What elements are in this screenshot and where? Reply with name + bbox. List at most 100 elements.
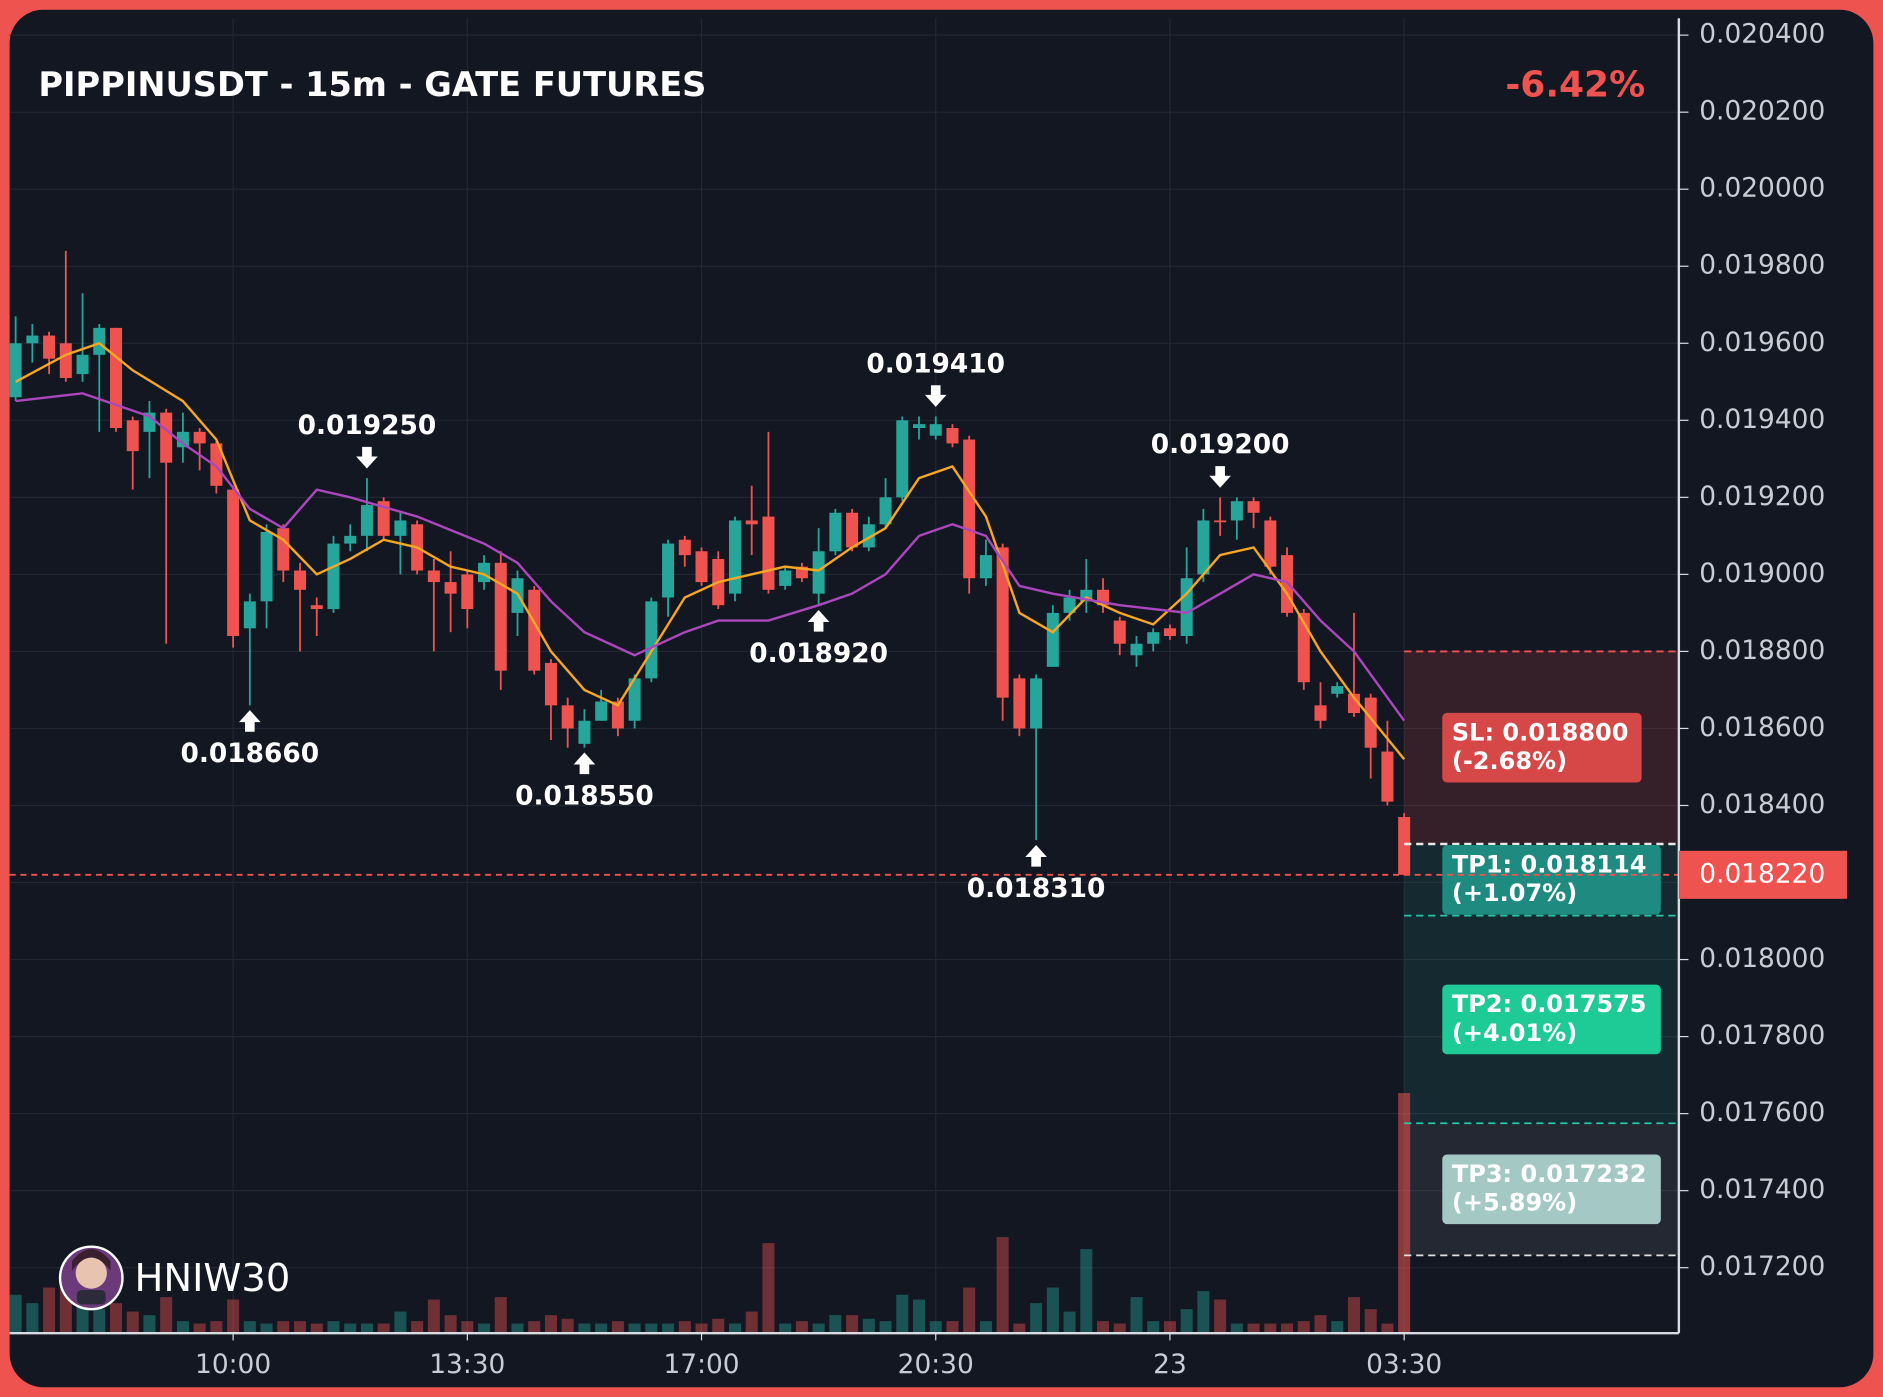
volume-bar — [1063, 1311, 1076, 1334]
candle-body — [260, 532, 273, 602]
y-tick-label: 0.018000 — [1699, 943, 1825, 974]
volume-bar — [812, 1323, 825, 1334]
y-tick-label: 0.019400 — [1699, 404, 1825, 435]
volume-bar — [110, 1303, 123, 1334]
y-tick-label: 0.017800 — [1699, 1020, 1825, 1051]
volume-bar — [846, 1315, 859, 1334]
candle-body — [1347, 693, 1360, 714]
x-tick-label: 17:00 — [663, 1349, 739, 1380]
moving-average — [15, 341, 1406, 761]
level-box — [1442, 984, 1661, 1055]
level-change: (+4.01%) — [1452, 1019, 1577, 1047]
y-tick-label: 0.017400 — [1699, 1174, 1825, 1205]
volume-bar — [344, 1323, 357, 1334]
candle-body — [1214, 520, 1227, 523]
candle-body — [110, 327, 123, 429]
candle-body — [160, 412, 173, 463]
volume-bar — [1398, 1092, 1411, 1334]
volume-bar — [294, 1321, 307, 1334]
last-price-label: 0.018220 — [1699, 858, 1825, 889]
volume-bar — [260, 1323, 273, 1334]
annotation-label: 0.018310 — [967, 873, 1106, 904]
candle-body — [377, 501, 390, 536]
volume-bar — [511, 1323, 524, 1334]
volume-bar — [645, 1323, 658, 1334]
y-tick-label: 0.019000 — [1699, 558, 1825, 589]
x-tick-label: 23 — [1153, 1349, 1187, 1380]
candle-body — [846, 512, 859, 548]
volume-bar — [712, 1318, 725, 1334]
volume-bar — [411, 1321, 424, 1334]
y-tick-label: 0.020200 — [1699, 96, 1825, 127]
volume-bar — [227, 1299, 240, 1334]
volume-bar — [611, 1321, 624, 1334]
candle-body — [1364, 697, 1377, 748]
candle-body — [59, 343, 72, 378]
watermark: HNIW30 — [135, 1256, 291, 1301]
y-tick-label: 0.019200 — [1699, 481, 1825, 512]
candle-body — [76, 354, 89, 375]
candle-body — [193, 431, 206, 444]
volume-bar — [996, 1237, 1009, 1334]
volume-bar — [728, 1323, 741, 1334]
y-tick-label: 0.020400 — [1699, 19, 1825, 50]
volume-bar — [1281, 1323, 1294, 1334]
candle-body — [360, 505, 373, 536]
volume-bar — [946, 1321, 959, 1334]
candle-body — [662, 543, 675, 598]
volume-bar — [243, 1321, 256, 1334]
candle-body — [1163, 628, 1176, 637]
volume-bar — [779, 1323, 792, 1334]
volume-bar — [394, 1311, 407, 1334]
annotation-arrow — [807, 610, 830, 632]
candle-body — [43, 335, 56, 359]
volume-bar — [1113, 1323, 1126, 1334]
annotation-arrow — [239, 710, 261, 732]
candle-body — [1030, 678, 1043, 729]
moving-average — [15, 392, 1406, 722]
candle-body — [1046, 612, 1059, 667]
candle-body — [728, 520, 741, 594]
candle-body — [1297, 612, 1310, 683]
candle-body — [294, 570, 307, 590]
level-label: TP3: 0.017232 — [1452, 1160, 1647, 1188]
volume-bar — [26, 1303, 39, 1334]
volume-bar — [745, 1311, 758, 1334]
candle-body — [1264, 520, 1277, 567]
candle-body — [745, 520, 758, 525]
y-tick-label: 0.017600 — [1699, 1097, 1825, 1128]
candle-body — [795, 566, 808, 579]
volume-bar — [9, 1294, 22, 1334]
volume-bar — [1046, 1287, 1059, 1334]
volume-bar — [310, 1323, 323, 1334]
candle-body — [494, 562, 507, 671]
candle-body — [528, 589, 541, 671]
annotation-arrow — [573, 752, 596, 775]
candle-body — [578, 720, 591, 744]
volume-bar — [1381, 1323, 1394, 1334]
volume-bar — [1013, 1323, 1026, 1334]
level-label: SL: 0.018800 — [1452, 718, 1629, 746]
volume-bar — [544, 1315, 557, 1334]
volume-bar — [929, 1321, 942, 1334]
candle-body — [394, 520, 407, 536]
volume-bar — [1214, 1299, 1227, 1334]
candle-body — [879, 497, 892, 525]
level-box — [1442, 844, 1661, 915]
candle-body — [461, 574, 474, 610]
volume-bar — [176, 1321, 189, 1334]
candle-body — [1247, 501, 1260, 513]
last-price-tag — [1678, 850, 1847, 899]
volume-bar — [862, 1318, 875, 1334]
candle-body — [1398, 817, 1411, 875]
candle-body — [243, 601, 256, 629]
avatar — [58, 1245, 124, 1311]
candle-body — [9, 343, 22, 398]
annotation-label: 0.018920 — [749, 638, 888, 669]
candle-body — [327, 543, 340, 610]
volume-bar — [160, 1297, 173, 1334]
candle-body — [1381, 751, 1394, 802]
volume-bar — [193, 1323, 206, 1334]
candle-body — [1113, 620, 1126, 644]
x-tick-label: 13:30 — [429, 1349, 505, 1380]
